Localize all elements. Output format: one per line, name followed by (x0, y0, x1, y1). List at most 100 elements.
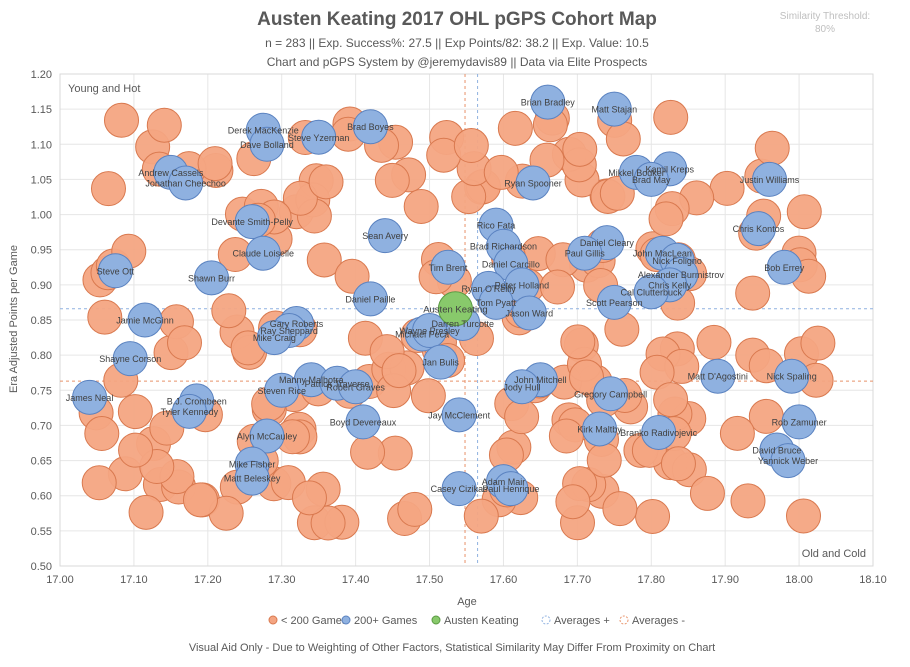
player-label: Gregory Campbell (574, 389, 647, 399)
over-200-point (245, 235, 281, 271)
player-label: Matt Stajan (592, 105, 638, 115)
player-label: Nick Spaling (767, 372, 817, 382)
over-200-point (171, 393, 207, 429)
player-label: Darren Turcotte (432, 319, 495, 329)
player-label: Robert Graves (326, 382, 385, 392)
under-200-point (410, 378, 446, 414)
under-200-point (81, 465, 117, 501)
under-200-point (696, 324, 732, 360)
over-200-bubbles (72, 84, 817, 507)
over-200-point (740, 211, 776, 247)
player-label: Yannick Weber (758, 456, 818, 466)
player-label: Dave Bolland (240, 140, 294, 150)
over-200-point (441, 397, 477, 433)
under-200-point (800, 325, 836, 361)
player-label: Mike Fisher (229, 460, 276, 470)
under-200-point (453, 128, 489, 164)
x-tick-label: 18.10 (859, 574, 887, 586)
player-label: Claude Loiselle (232, 249, 294, 259)
under-200-point (483, 154, 519, 190)
under-200-point (306, 242, 342, 278)
under-200-point (555, 484, 591, 520)
over-200-point (249, 418, 285, 454)
y-tick-label: 0.95 (31, 245, 52, 257)
under-200-point (291, 480, 327, 516)
player-label: Branko Radivojevic (620, 428, 698, 438)
x-tick-label: 17.20 (194, 574, 222, 586)
under-200-point (403, 188, 439, 224)
over-200-point (596, 284, 632, 320)
over-200-point (301, 119, 337, 155)
y-tick-label: 1.20 (31, 69, 52, 81)
legend: < 200 Games 200+ Games Austen Keating Av… (268, 615, 685, 627)
player-label: Steven Rice (257, 386, 306, 396)
x-axis-label: Age (457, 596, 477, 608)
under-200-point (689, 475, 725, 511)
over-200-point (194, 260, 230, 296)
player-label: Brad May (632, 175, 671, 185)
player-label: Adam Mair (482, 477, 526, 487)
player-label: Kamil Kreps (645, 164, 694, 174)
under-200-point (648, 201, 684, 237)
over-200-point (774, 358, 810, 394)
footer-note: Visual Aid Only - Due to Weighting of Ot… (189, 642, 715, 654)
legend-swatch-avg-minus (619, 615, 629, 625)
player-label: Gary Roberts (270, 319, 324, 329)
under-200-point (211, 293, 247, 329)
x-tick-label: 17.70 (564, 574, 592, 586)
over-200-point (352, 109, 388, 145)
player-label: John Mitchell (514, 375, 567, 385)
player-labels: Brian Bradley Matt Stajan Brad Boyes Derek … (66, 98, 827, 495)
x-tick-label: 17.60 (490, 574, 518, 586)
corner-label-young-hot: Young and Hot (68, 83, 140, 95)
player-label: Alexander Burmistrov (638, 270, 725, 280)
under-200-point (539, 269, 575, 305)
under-200-point (653, 382, 689, 418)
under-200-point (182, 482, 218, 518)
x-tick-label: 17.50 (416, 574, 444, 586)
over-200-point (770, 443, 806, 479)
chart-subtitle-1: n = 283 || Exp. Success%: 27.5 || Exp Po… (265, 36, 649, 50)
x-tick-label: 17.30 (268, 574, 296, 586)
player-label: Tim Brent (429, 263, 468, 273)
under-200-point (308, 164, 344, 200)
under-200-point (84, 416, 120, 452)
over-200-point (511, 295, 547, 331)
under-200-point (786, 194, 822, 230)
player-label: Derek MacKenzie (228, 126, 299, 136)
over-200-point (412, 313, 448, 349)
player-label: Jason Ward (505, 308, 553, 318)
player-label: Justin Williams (740, 175, 800, 185)
legend-label-over200: 200+ Games (354, 615, 418, 627)
over-200-point (700, 358, 736, 394)
player-label: Rico Fata (477, 221, 516, 231)
over-200-point (582, 411, 618, 447)
subject-label: Austen Keating (423, 304, 487, 315)
player-label: Steve Ott (97, 266, 135, 276)
player-label: Paul Henrique (482, 484, 539, 494)
under-200-point (735, 275, 771, 311)
under-200-point (117, 394, 153, 430)
x-tick-label: 17.90 (711, 574, 739, 586)
over-200-point (97, 253, 133, 289)
over-200-point (256, 320, 292, 356)
under-200-point (786, 498, 822, 534)
over-200-point (530, 84, 566, 120)
under-200-point (635, 498, 671, 534)
over-200-point (633, 161, 669, 197)
over-200-point (345, 404, 381, 440)
over-200-point (593, 376, 629, 412)
y-axis-label: Era Adjusted Points per Game (8, 245, 20, 393)
over-200-point (766, 249, 802, 285)
over-200-point (430, 249, 466, 285)
over-200-point (352, 281, 388, 317)
over-200-point (423, 344, 459, 380)
chart-title: Austen Keating 2017 OHL pGPS Cohort Map (257, 9, 657, 30)
player-label: Nick Foligno (652, 256, 702, 266)
player-label: John MacLean (633, 249, 692, 259)
legend-swatch-over200 (341, 615, 351, 625)
axes: 0.50 0.55 0.60 0.65 0.70 0.75 0.80 0.85 0.90 0.95… (31, 69, 887, 586)
under-200-point (104, 102, 140, 138)
y-tick-label: 0.65 (31, 456, 52, 468)
